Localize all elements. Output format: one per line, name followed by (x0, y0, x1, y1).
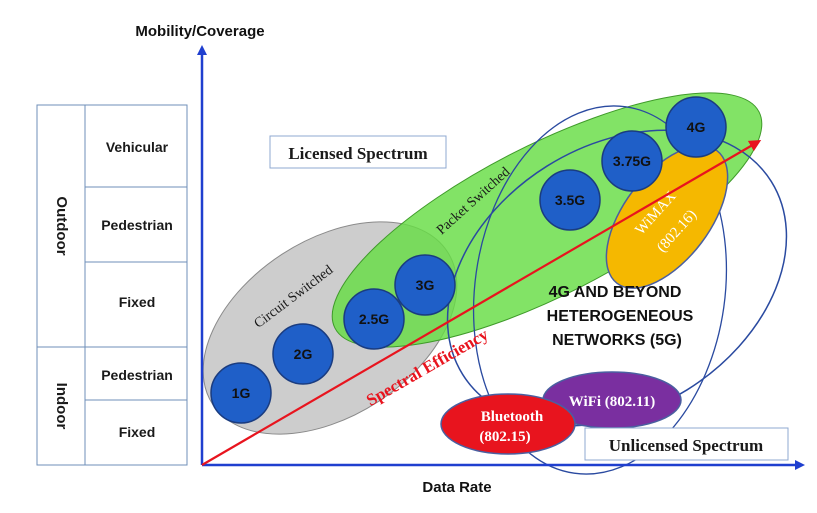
row-vehicular: Vehicular (106, 139, 169, 155)
generation-4g-label: 4G (687, 119, 706, 135)
generation-3g-label: 3G (416, 277, 435, 293)
bluetooth-ellipse (440, 393, 576, 455)
generation-3-75g-label: 3.75G (613, 153, 651, 169)
unlicensed-spectrum-label: Unlicensed Spectrum (609, 436, 763, 455)
generation-3-5g: 3.5G (539, 169, 601, 231)
licensed-spectrum-label: Licensed Spectrum (288, 144, 427, 163)
generation-1g-label: 1G (232, 385, 251, 401)
row-indoor-fixed: Fixed (119, 424, 156, 440)
wifi-label: WiFi (802.11) (569, 394, 655, 410)
group-outdoor: Outdoor (53, 196, 70, 255)
heterogeneous-line-2: HETEROGENEOUS (547, 308, 694, 325)
heterogeneous-line-3: NETWORKS (5G) (552, 332, 682, 349)
unlicensed-network-outline (472, 105, 728, 475)
unlicensed-spectrum-box (584, 427, 789, 461)
generation-2-5g: 2.5G (343, 288, 405, 350)
row-outdoor-pedestrian: Pedestrian (101, 217, 173, 233)
heterogeneous-line-1: 4G AND BEYOND (549, 284, 682, 301)
generation-2-5g-label: 2.5G (359, 311, 389, 327)
generation-1g: 1G (210, 362, 272, 424)
spectral-efficiency-arrow (201, 139, 762, 466)
generation-3-75g: 3.75G (601, 130, 663, 192)
generation-3-5g-label: 3.5G (555, 192, 585, 208)
generation-4g: 4G (665, 96, 727, 158)
generation-2g: 2G (272, 323, 334, 385)
licensed-spectrum-box (269, 135, 447, 169)
bluetooth-label: Bluetooth (481, 409, 544, 425)
heterogeneous-network-outline (446, 129, 788, 427)
row-indoor-pedestrian: Pedestrian (101, 367, 173, 383)
bluetooth-standard-label: (802.15) (479, 429, 530, 445)
generation-2g-label: 2G (294, 346, 313, 362)
generation-3g: 3G (394, 254, 456, 316)
mobility-table: Outdoor Indoor Vehicular Pedestrian Fixe… (36, 104, 188, 466)
x-axis-label: Data Rate (422, 479, 491, 496)
row-outdoor-fixed: Fixed (119, 294, 156, 310)
group-indoor: Indoor (53, 383, 70, 430)
y-axis-label: Mobility/Coverage (135, 23, 264, 40)
